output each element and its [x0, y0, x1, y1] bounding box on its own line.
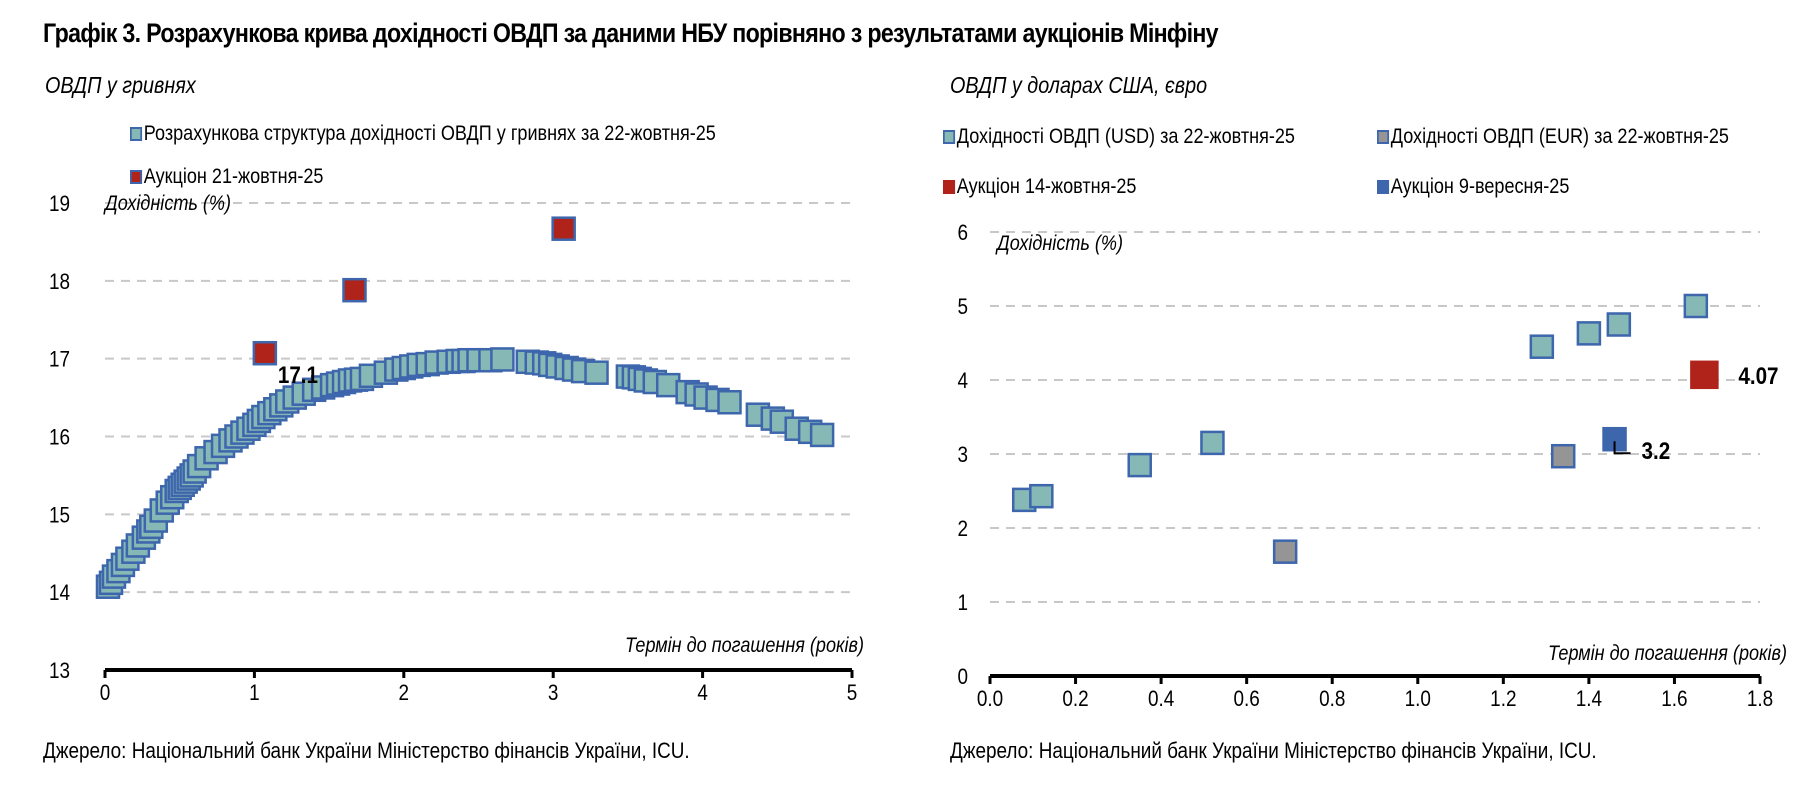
y-tick-label: 6 — [957, 221, 968, 246]
x-tick-label: 1.0 — [1405, 687, 1431, 712]
x-tick-label: 2 — [399, 681, 410, 706]
data-point — [252, 340, 278, 366]
data-point — [1606, 312, 1632, 337]
y-tick-label: 15 — [49, 503, 70, 528]
y-tick-label: 0 — [957, 665, 968, 690]
data-point — [342, 277, 367, 303]
y-tick-label: 19 — [49, 192, 70, 217]
leader-line — [1613, 441, 1631, 455]
legend-label: Аукціон 9-вересня-25 — [1390, 175, 1570, 198]
y-tick-label: 13 — [49, 659, 70, 684]
left-legend-item-curve: Розрахункова структура дохідності ОВДП у… — [130, 122, 716, 146]
legend-label: Дохідності ОВДП (USD) за 22-жовтня-25 — [956, 125, 1295, 148]
y-tick-label: 16 — [49, 425, 70, 450]
data-point — [490, 347, 515, 372]
y-axis-title: Дохідність (%) — [103, 192, 231, 216]
legend-label: Аукціон 21-жовтня-25 — [143, 165, 324, 188]
y-tick-label: 3 — [957, 443, 968, 468]
x-tick-label: 1 — [249, 681, 260, 706]
right-source-note: Джерело: Національний банк України Мініс… — [950, 738, 1597, 763]
x-tick-label: 0 — [100, 681, 111, 706]
data-label: 17.1 — [278, 362, 318, 389]
data-point — [717, 390, 742, 415]
x-tick-label: 0.0 — [977, 687, 1003, 712]
y-tick-label: 18 — [49, 270, 70, 295]
data-point — [584, 360, 609, 385]
y-tick-label: 2 — [957, 517, 968, 542]
data-point — [1550, 443, 1576, 469]
legend-label: Дохідності ОВДП (EUR) за 22-жовтня-25 — [1390, 125, 1729, 148]
left-chart-subtitle: ОВДП у гривнях — [45, 72, 196, 98]
left-legend-item-auction: Аукціон 21-жовтня-25 — [130, 165, 323, 189]
y-tick-label: 4 — [957, 369, 968, 394]
x-tick-label: 1.6 — [1661, 687, 1687, 712]
data-point — [1200, 430, 1225, 456]
y-tick-label: 5 — [957, 295, 968, 320]
data-point — [1690, 360, 1719, 390]
legend-swatch-auction-oct — [943, 180, 956, 194]
data-point — [1576, 321, 1602, 346]
data-point — [551, 216, 576, 241]
y-tick-label: 17 — [49, 347, 70, 372]
y-tick-label: 14 — [49, 581, 70, 606]
legend-swatch-auction-sep — [1377, 180, 1390, 194]
data-point — [1529, 334, 1555, 359]
x-tick-label: 1.4 — [1576, 687, 1602, 712]
x-tick-label: 1.8 — [1747, 687, 1773, 712]
x-tick-label: 4 — [697, 681, 708, 706]
x-tick-label: 0.8 — [1319, 687, 1345, 712]
x-tick-label: 0.4 — [1148, 687, 1174, 712]
right-legend-item-auction-sep: Аукціон 9-вересня-25 — [1377, 175, 1569, 199]
legend-swatch-auction — [130, 170, 143, 184]
x-tick-label: 0.6 — [1234, 687, 1260, 712]
figure-title: Графік 3. Розрахункова крива дохідності … — [43, 18, 1219, 48]
left-source-note: Джерело: Національний банк України Мініс… — [43, 738, 690, 763]
legend-swatch-eur — [1377, 130, 1390, 144]
data-point — [1127, 452, 1152, 478]
data-label: 3.2 — [1642, 438, 1671, 465]
x-tick-label: 1.2 — [1490, 687, 1516, 712]
data-point — [1272, 539, 1298, 564]
right-chart-subtitle: ОВДП у доларах США, євро — [950, 72, 1208, 98]
right-legend-item-auction-oct: Аукціон 14-жовтня-25 — [943, 175, 1136, 199]
data-label: 4.07 — [1738, 362, 1778, 389]
right-legend-item-usd: Дохідності ОВДП (USD) за 22-жовтня-25 — [943, 125, 1295, 149]
y-axis-title: Дохідність (%) — [995, 232, 1123, 256]
right-legend-item-eur: Дохідності ОВДП (EUR) за 22-жовтня-25 — [1377, 125, 1729, 149]
x-tick-label: 3 — [548, 681, 559, 706]
legend-swatch-curve — [130, 127, 143, 141]
x-tick-label: 5 — [847, 681, 858, 706]
x-axis-title: Термін до погашення (років) — [625, 634, 864, 658]
x-tick-label: 0.2 — [1062, 687, 1088, 712]
legend-swatch-usd — [943, 130, 956, 144]
legend-label: Аукціон 14-жовтня-25 — [956, 175, 1137, 198]
y-tick-label: 1 — [957, 591, 968, 616]
x-axis-title: Термін до погашення (років) — [1548, 642, 1787, 666]
data-point — [809, 422, 835, 448]
data-point — [1683, 293, 1709, 319]
legend-label: Розрахункова структура дохідності ОВДП у… — [143, 122, 716, 145]
data-point — [1029, 483, 1054, 509]
